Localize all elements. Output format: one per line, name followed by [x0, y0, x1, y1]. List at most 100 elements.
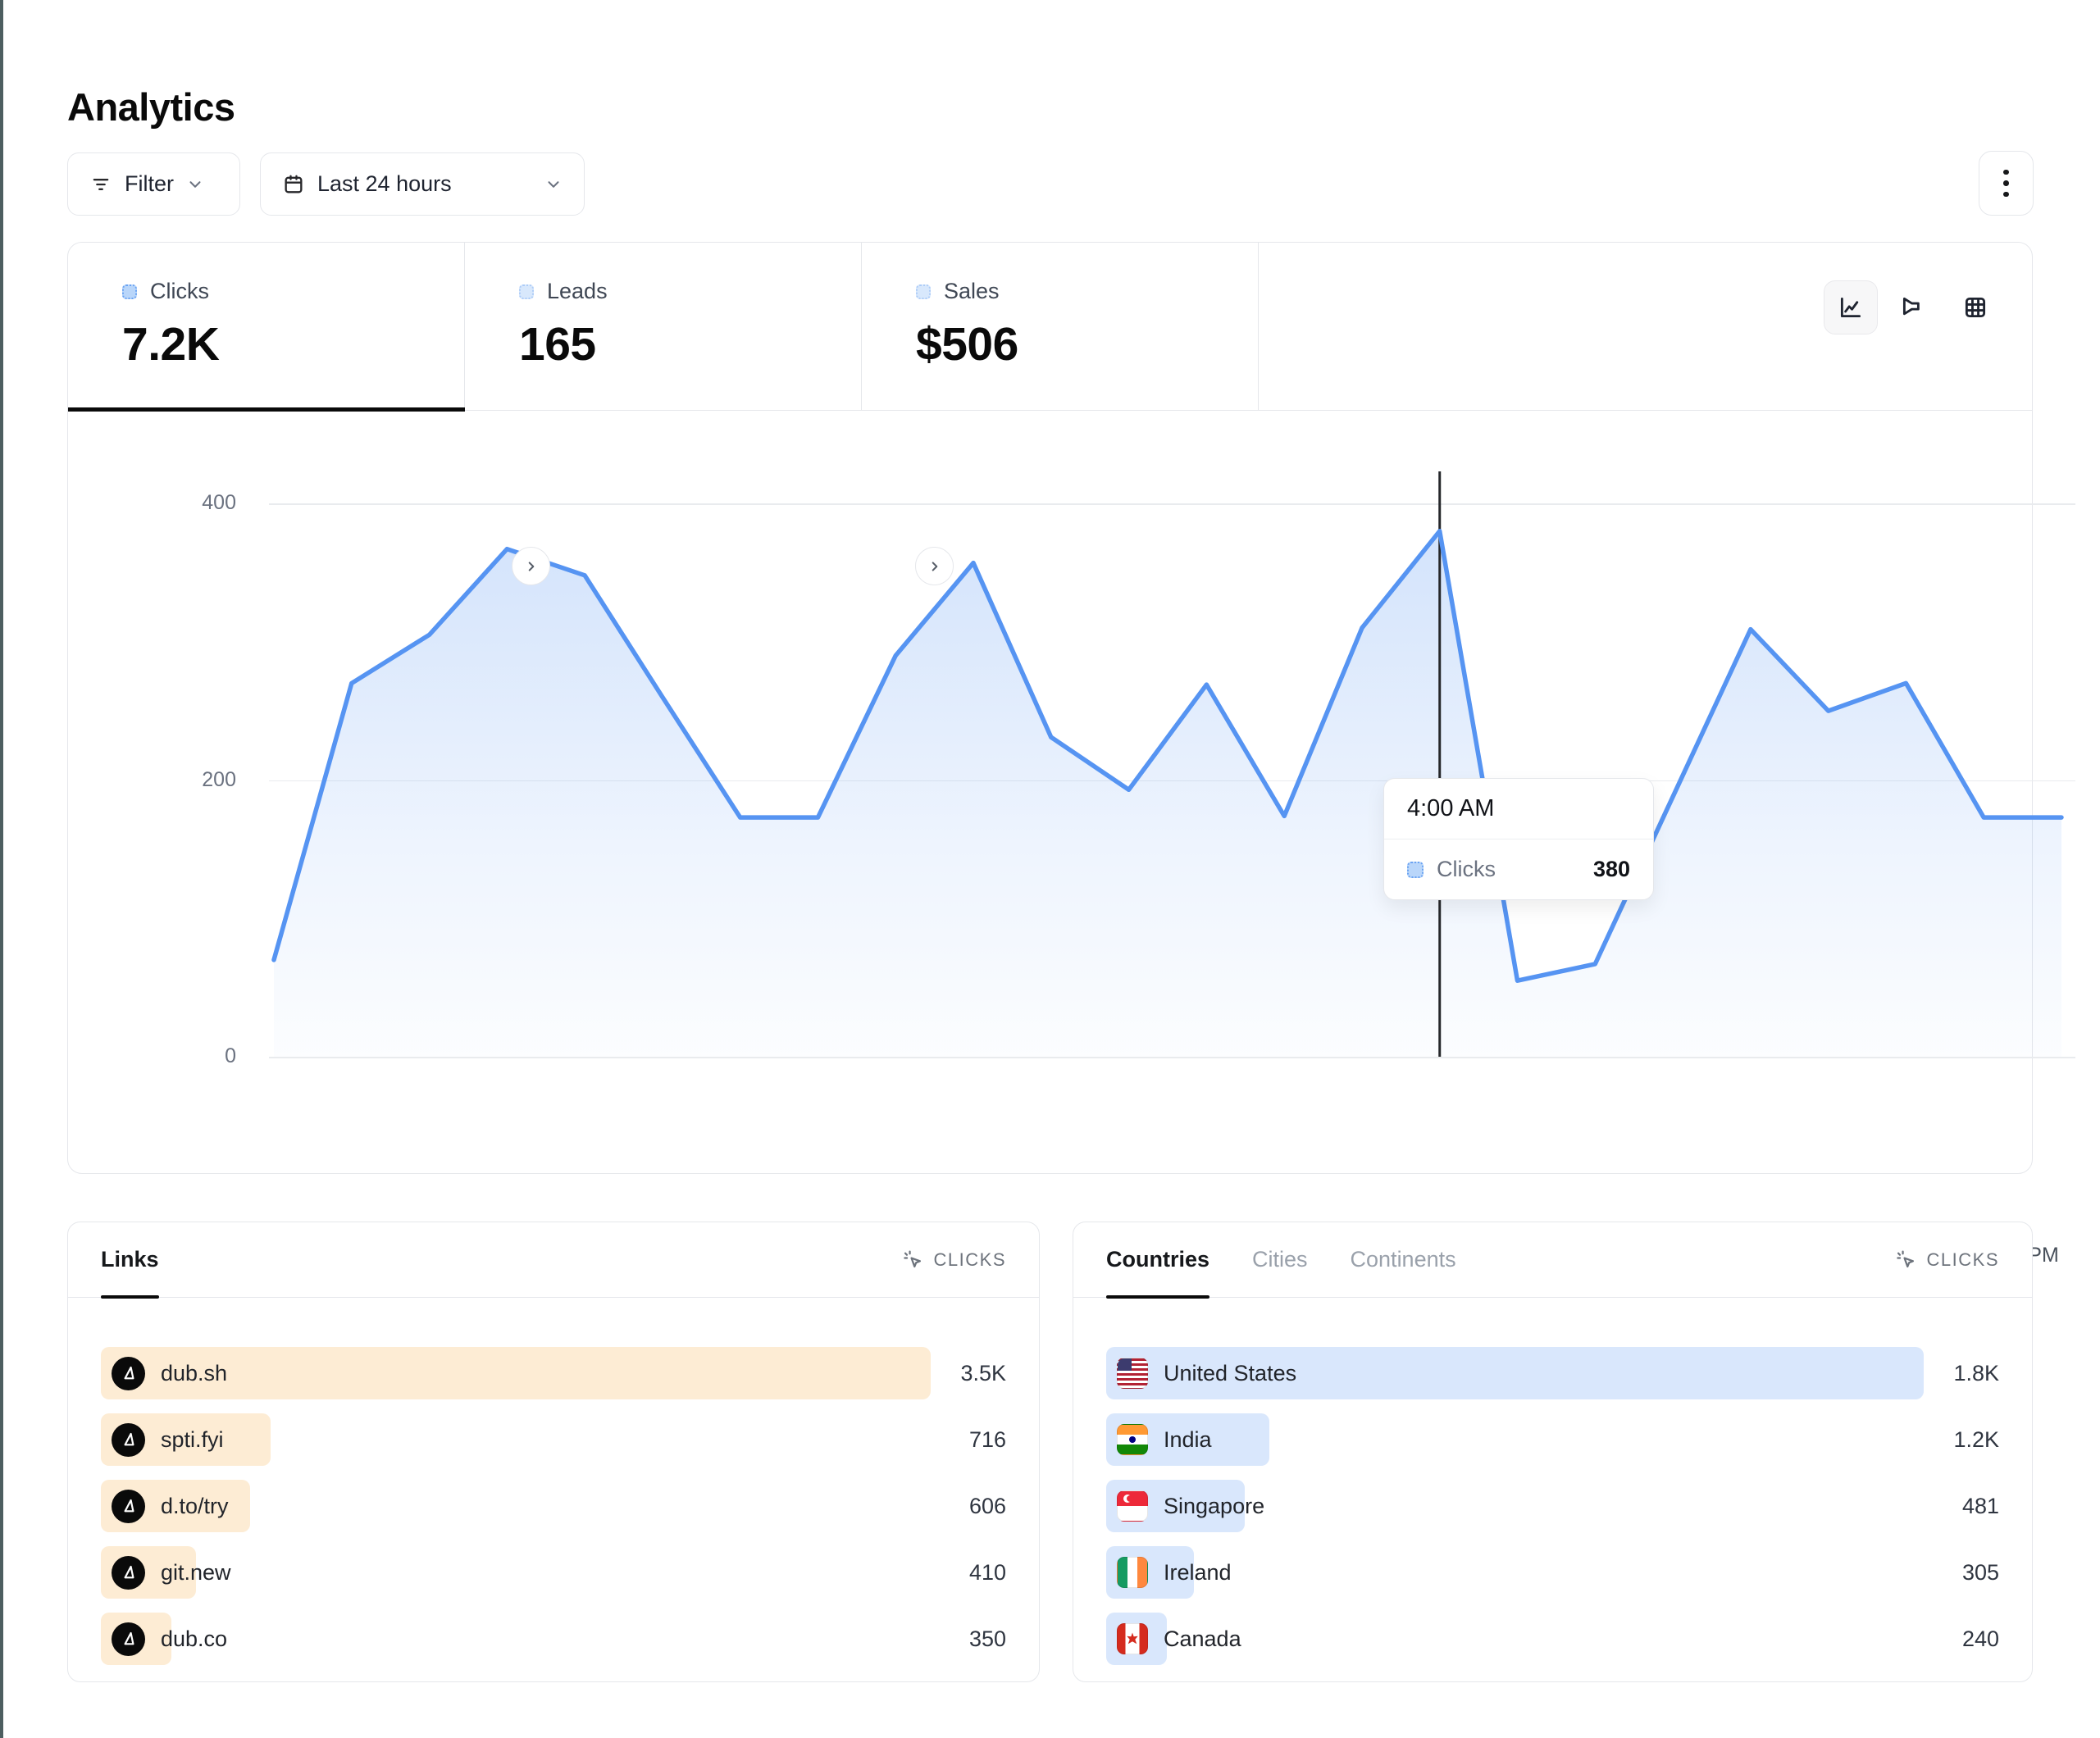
countries-panel-header: Countries Cities Continents CLICKS: [1073, 1222, 2032, 1299]
kebab-menu-icon: [2003, 169, 2009, 198]
country-row-singapore[interactable]: Singapore 481: [1106, 1480, 1999, 1532]
link-clicks-value: 606: [968, 1493, 1006, 1518]
tooltip-time: 4:00 AM: [1384, 779, 1653, 839]
table-grid-icon: [1965, 297, 1986, 318]
tab-continents[interactable]: Continents: [1350, 1247, 1456, 1272]
flag-in-icon: [1117, 1424, 1148, 1455]
date-range-label: Last 24 hours: [317, 171, 452, 196]
clicks-value: 7.2K: [122, 318, 220, 371]
countries-panel: Countries Cities Continents CLICKS Unite…: [1073, 1222, 2033, 1682]
active-tab-indicator: [68, 407, 465, 412]
flag-ie-icon: [1117, 1557, 1148, 1588]
link-label: git.new: [161, 1559, 231, 1585]
country-clicks-value: 305: [1961, 1559, 1999, 1585]
link-row-dub-co[interactable]: dub.co 350: [101, 1613, 1006, 1665]
adjacent-panel-edge: [0, 0, 3, 1738]
sales-legend-swatch: [916, 284, 931, 299]
funnel-icon: [1902, 297, 1920, 316]
flag-sg-icon: [1117, 1490, 1148, 1522]
leads-legend-swatch: [519, 284, 534, 299]
country-clicks-value: 1.2K: [1953, 1426, 1999, 1452]
cursor-click-icon: [902, 1249, 924, 1271]
chevron-down-icon: [544, 175, 563, 193]
page-title: Analytics: [67, 85, 235, 130]
links-list: dub.sh 3.5K spti.fyi 716 d.to/try 606 git.n…: [101, 1347, 1006, 1679]
flag-ca-icon: [1117, 1623, 1148, 1654]
funnel-view-button[interactable]: [1886, 280, 1940, 334]
tab-countries[interactable]: Countries: [1106, 1222, 1210, 1299]
link-label: spti.fyi: [161, 1426, 224, 1452]
cursor-click-icon: [1895, 1249, 1917, 1271]
links-panel: Links CLICKS dub.sh 3.5K spti.fyi 716 d.to…: [67, 1222, 1040, 1682]
country-row-ireland[interactable]: Ireland 305: [1106, 1546, 1999, 1599]
tab-leads-label: Leads: [547, 279, 608, 303]
y-tick-400: 400: [202, 491, 236, 514]
calendar-icon: [282, 173, 305, 196]
chart-area-fill: [274, 530, 2061, 1057]
country-row-india[interactable]: India 1.2K: [1106, 1413, 1999, 1466]
expand-leads-sales-button[interactable]: [915, 547, 954, 585]
filter-lines-icon: [89, 173, 112, 196]
country-clicks-value: 240: [1961, 1626, 1999, 1651]
clicks-legend-swatch: [122, 284, 137, 299]
country-row-united-states[interactable]: United States 1.8K: [1106, 1347, 1999, 1399]
table-view-button[interactable]: [1948, 280, 2002, 334]
link-label: d.to/try: [161, 1493, 229, 1518]
dub-logo-icon: [112, 1422, 145, 1457]
tab-cities[interactable]: Cities: [1252, 1247, 1308, 1272]
more-options-button[interactable]: [1979, 151, 2034, 216]
tab-sales[interactable]: Sales $506: [862, 243, 1259, 410]
link-row-dub-sh[interactable]: dub.sh 3.5K: [101, 1347, 1006, 1399]
country-clicks-value: 1.8K: [1953, 1360, 1999, 1385]
line-chart-view-button[interactable]: [1824, 280, 1878, 334]
link-label: dub.co: [161, 1626, 228, 1651]
chevron-right-icon: [528, 561, 534, 571]
chart-view-toggle: [1824, 280, 2002, 334]
links-metric-label: CLICKS: [933, 1249, 1006, 1270]
tab-leads[interactable]: Leads 165: [465, 243, 862, 410]
tab-clicks-label: Clicks: [150, 279, 209, 303]
link-clicks-value: 716: [968, 1426, 1006, 1452]
metric-tabs: Clicks 7.2K Leads 165 Sales $506: [68, 243, 2032, 412]
country-label: India: [1164, 1426, 1212, 1452]
link-row-git-new[interactable]: git.new 410: [101, 1546, 1006, 1599]
line-chart-icon: [1840, 297, 1861, 318]
links-panel-header: Links CLICKS: [68, 1222, 1039, 1299]
chart-line: [271, 529, 2064, 983]
chart-tooltip: 4:00 AM Clicks 380: [1383, 778, 1654, 900]
y-tick-0: 0: [225, 1044, 236, 1067]
value-bar: [101, 1347, 931, 1399]
chevron-right-icon: [932, 561, 937, 571]
filter-button-label: Filter: [125, 171, 174, 196]
flag-us-icon: [1117, 1358, 1148, 1389]
expand-clicks-leads-button[interactable]: [512, 547, 550, 585]
leads-value: 165: [519, 318, 596, 371]
dub-logo-icon: [112, 1356, 145, 1390]
date-range-button[interactable]: Last 24 hours: [260, 152, 585, 216]
dub-logo-icon: [112, 1622, 145, 1656]
sales-value: $506: [916, 318, 1018, 371]
tab-clicks[interactable]: Clicks 7.2K: [68, 243, 465, 410]
gridline-0: [269, 1057, 2075, 1058]
tab-links[interactable]: Links: [101, 1222, 159, 1299]
tooltip-series-label: Clicks: [1437, 857, 1496, 881]
link-clicks-value: 410: [968, 1559, 1006, 1585]
tab-sales-label: Sales: [944, 279, 1000, 303]
countries-metric-header[interactable]: CLICKS: [1895, 1249, 1999, 1271]
analytics-card: Clicks 7.2K Leads 165 Sales $506: [67, 242, 2075, 1267]
filter-button[interactable]: Filter: [67, 152, 240, 216]
countries-list: United States 1.8K India 1.2K Singapore 481 Ir…: [1106, 1347, 1999, 1679]
link-row-d-to-try[interactable]: d.to/try 606: [101, 1480, 1006, 1532]
country-label: Ireland: [1164, 1559, 1232, 1585]
gridline-400: [269, 503, 2075, 505]
link-row-spti-fyi[interactable]: spti.fyi 716: [101, 1413, 1006, 1466]
dub-logo-icon: [112, 1489, 145, 1523]
links-metric-header[interactable]: CLICKS: [902, 1249, 1006, 1271]
link-label: dub.sh: [161, 1360, 228, 1385]
country-row-canada[interactable]: Canada 240: [1106, 1613, 1999, 1665]
country-label: Singapore: [1164, 1493, 1265, 1518]
link-clicks-value: 3.5K: [960, 1360, 1006, 1385]
country-clicks-value: 481: [1961, 1493, 1999, 1518]
value-bar: [1106, 1347, 1924, 1399]
